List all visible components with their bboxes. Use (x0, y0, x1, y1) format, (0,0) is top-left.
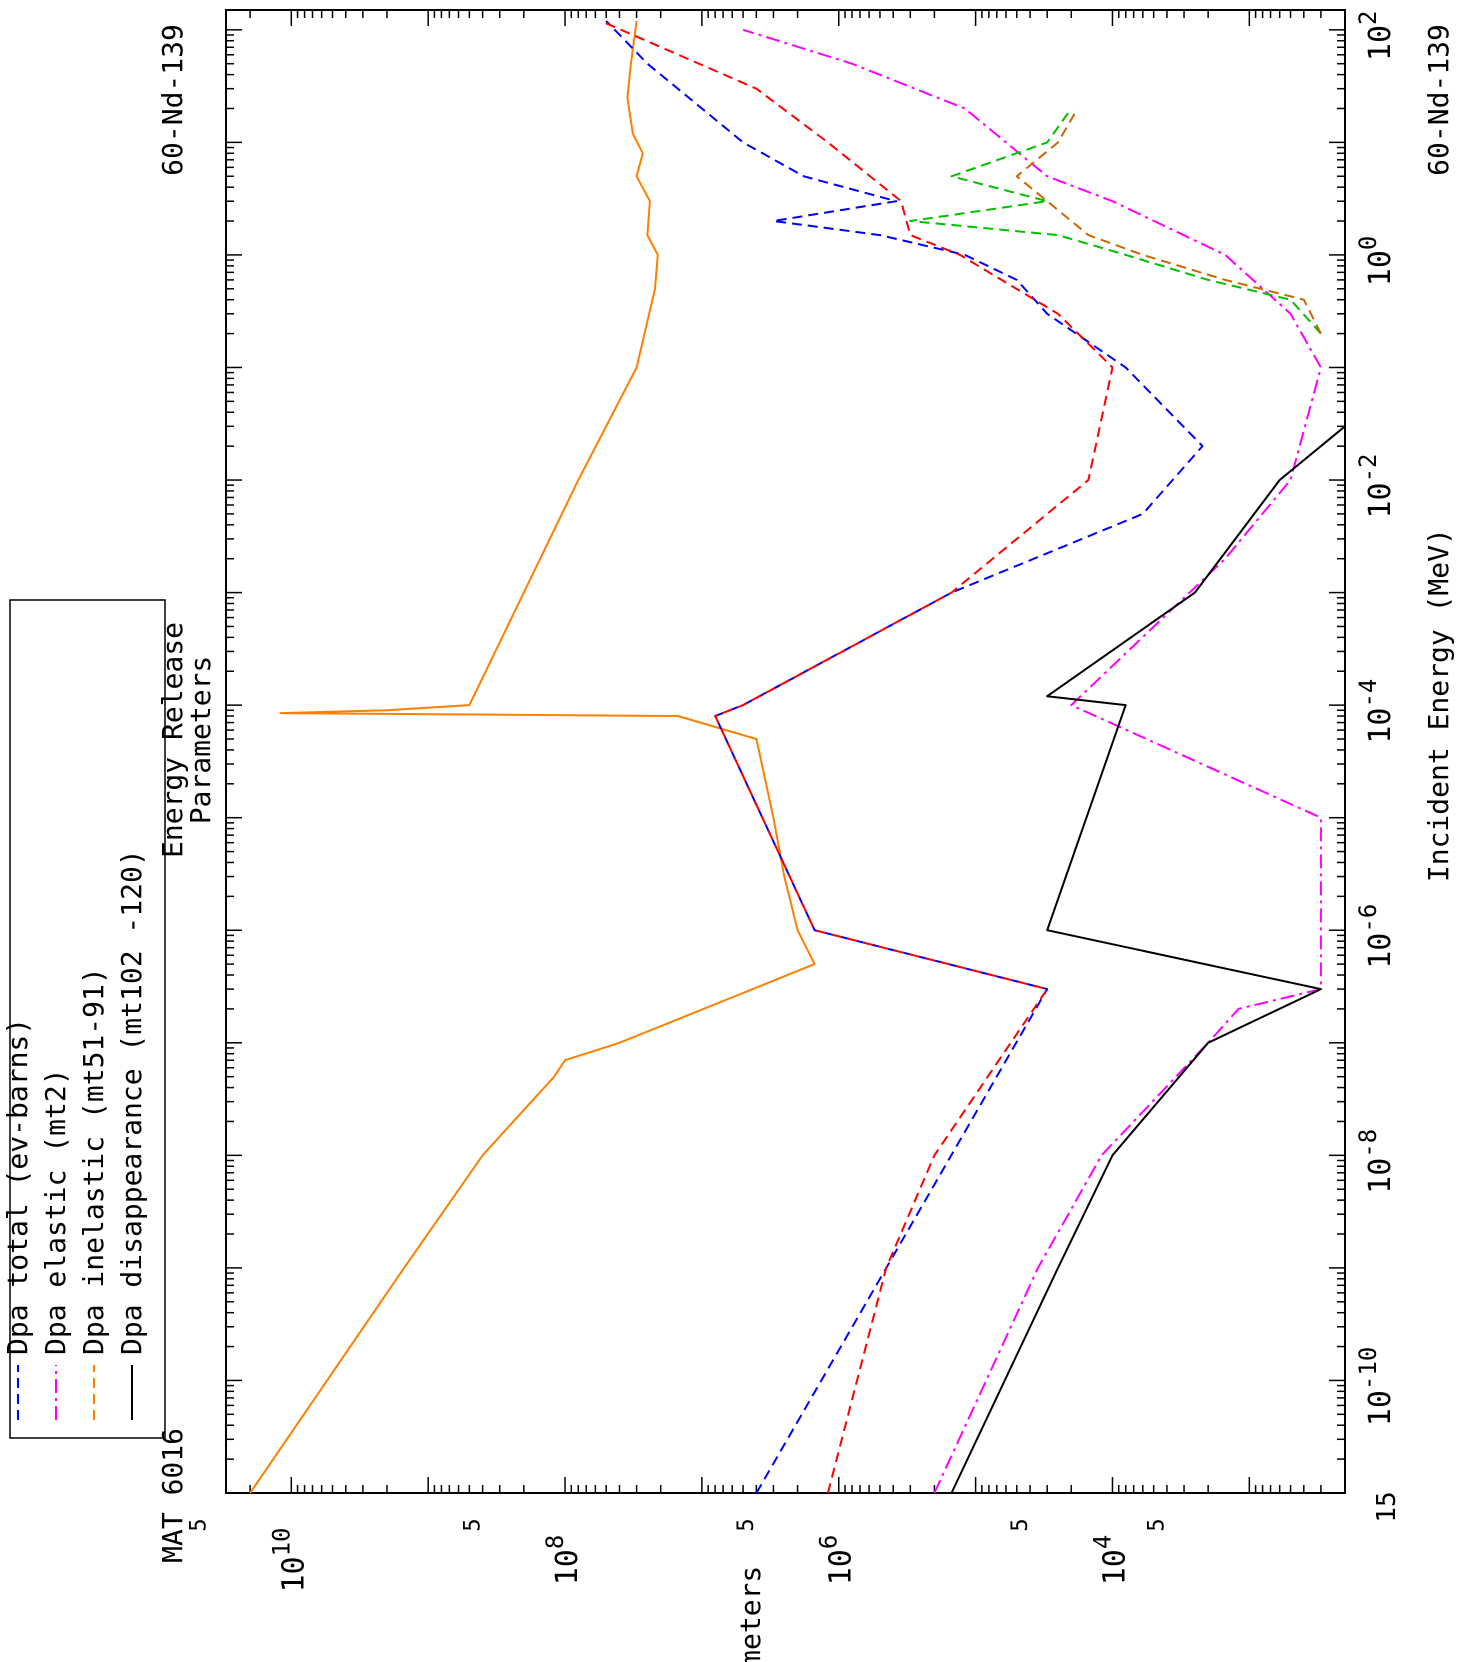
legend-label: Dpa disappearance (mt102 -120) (115, 849, 148, 1355)
y-tick-label: 1010 (267, 1527, 311, 1592)
x-tick-label: 10-8 (1354, 1129, 1398, 1194)
series-line-6 (950, 425, 1346, 1494)
y-minor-label: 5 (1008, 1518, 1033, 1531)
legend-label: Dpa total (ev-barns) (1, 1018, 34, 1355)
series-line-4 (909, 107, 1322, 335)
legend-label: Dpa elastic (mt2) (39, 1068, 72, 1355)
legend-label: Dpa inelastic (mt51-91) (77, 967, 110, 1355)
y-axis-title: Parameters (734, 1566, 767, 1662)
y-tick-label: 108 (541, 1535, 585, 1586)
isotope-label: 60-Nd-139 (156, 24, 189, 176)
y-minor-label: 5 (734, 1518, 759, 1531)
y-tick-label: 106 (815, 1535, 859, 1586)
y-minor-label: 5 (460, 1518, 485, 1531)
x-tick-label: 100 (1354, 236, 1398, 287)
legend-box (9, 599, 166, 1439)
series-line-1 (605, 20, 1204, 1494)
series-line-2 (600, 19, 1114, 1494)
x-axis-title: Incident Energy (MeV) (1422, 528, 1455, 882)
title-line-2: Parameters (184, 656, 217, 825)
series-line-5 (1015, 108, 1322, 335)
axis-labels: 10-10 10-8 10-6 10-4 10-2 100 102 15 104 5 106 5 108… (156, 11, 1455, 1662)
series-layer (249, 19, 1346, 1494)
legend: Dpa total (ev-barns) Dpa elastic (mt2) Dpa… (1, 599, 166, 1439)
material-label: MAT 6016 (156, 1428, 189, 1563)
x-tick-label: 10-4 (1354, 679, 1398, 744)
x-tick-label: 102 (1354, 11, 1398, 62)
series-line-3 (742, 28, 1322, 1494)
title-line-1: Energy Release (156, 622, 189, 858)
x-tick-label: 10-10 (1354, 1347, 1398, 1426)
isotope-label-right: 60-Nd-139 (1422, 24, 1455, 176)
y-minor-label: 5 (1145, 1518, 1170, 1531)
plot-frame (225, 9, 1346, 1494)
axis-ticks (225, 10, 1346, 1494)
x-min-label: 15 (1372, 1491, 1402, 1522)
y-tick-label: 104 (1088, 1535, 1132, 1586)
series-line-0 (249, 20, 816, 1494)
x-tick-label: 10-6 (1354, 904, 1398, 969)
x-tick-label: 10-2 (1354, 454, 1398, 519)
y-minor-label: 5 (187, 1518, 212, 1531)
